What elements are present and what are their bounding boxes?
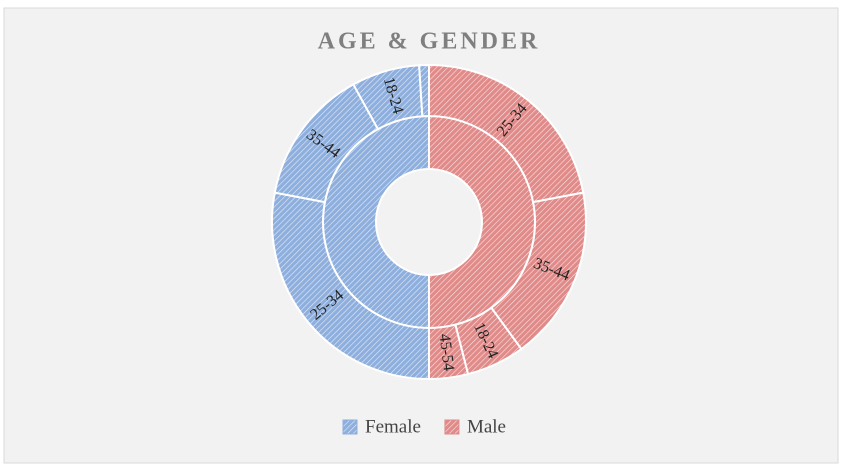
legend-swatch (444, 419, 460, 435)
chart-title: AGE & GENDER (318, 29, 541, 55)
segment-label: 45-54 (436, 333, 458, 372)
legend-swatch (342, 419, 358, 435)
legend-label: Female (365, 416, 421, 437)
outer-segment (271, 191, 430, 381)
legend-label: Male (467, 416, 506, 437)
outer-segment (418, 63, 430, 118)
